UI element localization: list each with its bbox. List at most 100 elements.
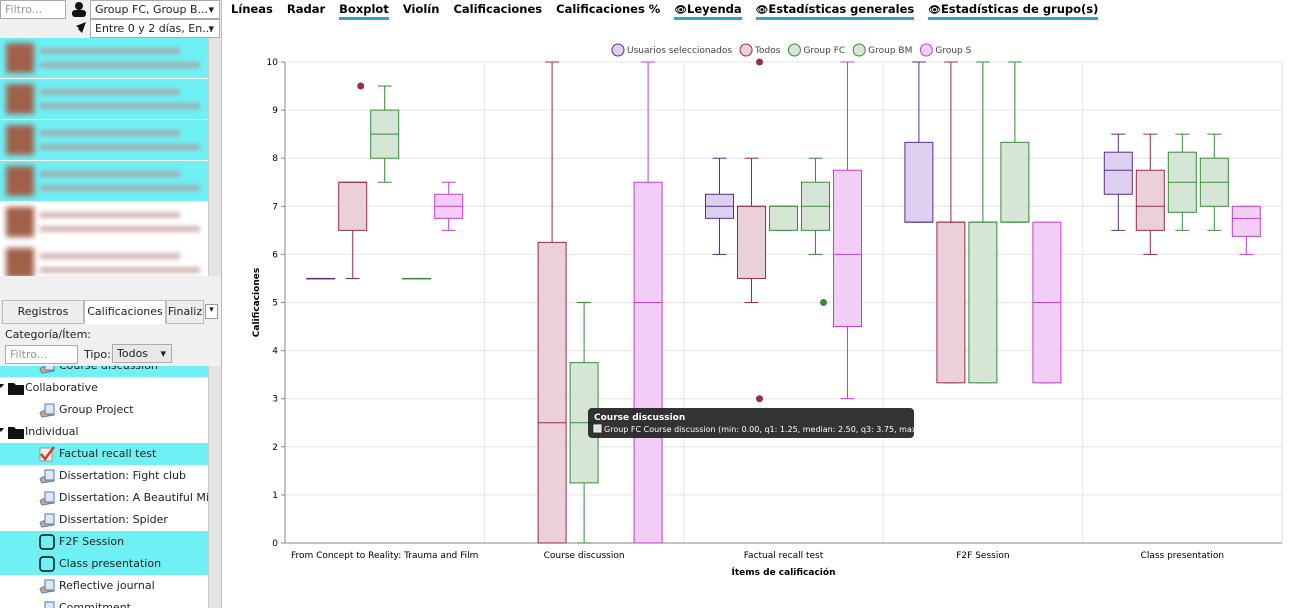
tab-label: Leyenda bbox=[687, 2, 742, 16]
x-tick-label: Factual recall test bbox=[744, 551, 824, 561]
tree-node[interactable]: Reflective journal bbox=[0, 575, 208, 597]
toolbar-tab[interactable]: 👁Leyenda bbox=[674, 2, 742, 20]
node-label: Collaborative bbox=[25, 381, 98, 394]
node-icon bbox=[39, 534, 55, 550]
tooltip-text: Group FC Course discussion (min: 0.00, q… bbox=[604, 425, 943, 434]
tree-node[interactable]: Dissertation: Fight club bbox=[0, 465, 208, 487]
node-icon bbox=[39, 366, 55, 374]
tree-node[interactable]: Dissertation: A Beautiful Mind bbox=[0, 487, 208, 509]
box bbox=[833, 61, 862, 400]
avatar bbox=[6, 43, 34, 73]
type-select[interactable]: Todos ▾ bbox=[112, 344, 172, 363]
time-select[interactable]: Entre 0 y 2 días, En... ▾ bbox=[90, 19, 220, 38]
user-list bbox=[0, 38, 208, 276]
box bbox=[769, 205, 798, 231]
legend-label: Todos bbox=[754, 46, 781, 56]
placeholder: Filtro... bbox=[10, 348, 48, 361]
x-tick-label: F2F Session bbox=[956, 551, 1009, 561]
box bbox=[1103, 133, 1133, 231]
toolbar-tab[interactable]: 👁Estadísticas de grupo(s) bbox=[928, 2, 1099, 20]
legend-swatch bbox=[611, 43, 625, 57]
blurred-name bbox=[40, 212, 180, 218]
user-row[interactable] bbox=[0, 202, 208, 243]
avatar bbox=[6, 207, 34, 237]
tab-menu[interactable]: ▾ bbox=[205, 304, 218, 319]
tab[interactable]: Registros bbox=[2, 300, 84, 324]
tree-node[interactable]: Factual recall test bbox=[0, 443, 208, 465]
blurred-info bbox=[40, 144, 200, 150]
x-tick-label: From Concept to Reality: Trauma and Film bbox=[291, 551, 478, 561]
y-tick-label: 5 bbox=[272, 299, 278, 309]
tree-node[interactable]: Dissertation: Spider bbox=[0, 509, 208, 531]
blurred-name bbox=[40, 89, 180, 95]
node-label: Dissertation: Spider bbox=[59, 513, 168, 526]
eye-icon: 👁 bbox=[928, 5, 941, 16]
toolbar-tab[interactable]: Calificaciones bbox=[453, 2, 542, 17]
node-icon bbox=[39, 556, 55, 572]
tree-node[interactable]: Course discussion bbox=[0, 366, 208, 377]
avatar bbox=[6, 166, 34, 196]
tab[interactable]: Finaliz bbox=[166, 300, 204, 324]
box-body bbox=[1103, 151, 1133, 195]
sidebar: Filtro... Group FC, Group B... ▾ Entre 0 … bbox=[0, 0, 222, 608]
box bbox=[306, 277, 336, 280]
tab-label: Calificaciones % bbox=[556, 2, 661, 16]
box bbox=[705, 157, 734, 255]
y-tick-label: 8 bbox=[272, 154, 278, 164]
tree-node[interactable]: Collaborative bbox=[0, 377, 208, 399]
select-text: Todos bbox=[117, 347, 149, 360]
y-tick-label: 6 bbox=[272, 250, 278, 260]
node-icon bbox=[39, 446, 55, 462]
tab[interactable]: Calificaciones bbox=[84, 300, 166, 324]
x-axis-label: Ítems de calificación bbox=[732, 566, 836, 578]
box bbox=[633, 61, 663, 544]
user-row[interactable] bbox=[0, 38, 208, 79]
box bbox=[968, 61, 998, 384]
blurred-info bbox=[40, 226, 200, 232]
outlier bbox=[756, 395, 763, 403]
user-filter[interactable]: Filtro... bbox=[0, 0, 66, 19]
box-body bbox=[769, 205, 798, 231]
box-body bbox=[833, 169, 862, 328]
user-row[interactable] bbox=[0, 120, 208, 161]
box-body bbox=[537, 241, 567, 544]
box bbox=[370, 85, 400, 183]
outlier bbox=[756, 58, 763, 66]
node-icon bbox=[44, 601, 55, 608]
user-row[interactable] bbox=[0, 161, 208, 202]
toolbar-tab[interactable]: 👁Estadísticas generales bbox=[755, 2, 915, 20]
box bbox=[936, 61, 966, 384]
tree-node[interactable]: Commitment bbox=[0, 597, 208, 608]
select-text: Entre 0 y 2 días, En... bbox=[95, 22, 213, 35]
tooltip-bg bbox=[588, 408, 914, 438]
toolbar-tab[interactable]: Radar bbox=[287, 2, 325, 17]
box bbox=[737, 58, 766, 403]
toolbar-tab[interactable]: Boxplot bbox=[339, 2, 389, 20]
toolbar-tab[interactable]: Líneas bbox=[231, 2, 273, 17]
toolbar-tab[interactable]: Violín bbox=[403, 2, 440, 17]
blurred-info bbox=[40, 267, 200, 273]
box-body bbox=[338, 181, 368, 231]
tree-node[interactable]: F2F Session bbox=[0, 531, 208, 553]
legend-swatch bbox=[787, 43, 801, 57]
node-label: Factual recall test bbox=[59, 447, 157, 460]
node-label: Class presentation bbox=[59, 557, 162, 570]
user-row[interactable] bbox=[0, 79, 208, 120]
eye-icon: 👁 bbox=[755, 5, 769, 16]
legend-swatch bbox=[739, 43, 753, 57]
group-select[interactable]: Group FC, Group B... ▾ bbox=[90, 0, 220, 19]
item-filter[interactable]: Filtro... bbox=[5, 345, 78, 364]
outlier bbox=[357, 82, 365, 90]
tree-node[interactable]: Individual bbox=[0, 421, 208, 443]
node-label: Dissertation: Fight club bbox=[59, 469, 187, 482]
toolbar-tab[interactable]: Calificaciones % bbox=[556, 2, 660, 17]
box bbox=[338, 82, 368, 279]
tooltip-title: Course discussion bbox=[594, 413, 685, 423]
user-row[interactable] bbox=[0, 243, 208, 276]
category-label: Categoría/Ítem: bbox=[5, 328, 91, 341]
x-tick-label: Class presentation bbox=[1141, 551, 1225, 561]
y-tick-label: 10 bbox=[267, 58, 279, 68]
box bbox=[1167, 133, 1197, 231]
tree-node[interactable]: Group Project bbox=[0, 399, 208, 421]
tree-node[interactable]: Class presentation bbox=[0, 553, 208, 575]
